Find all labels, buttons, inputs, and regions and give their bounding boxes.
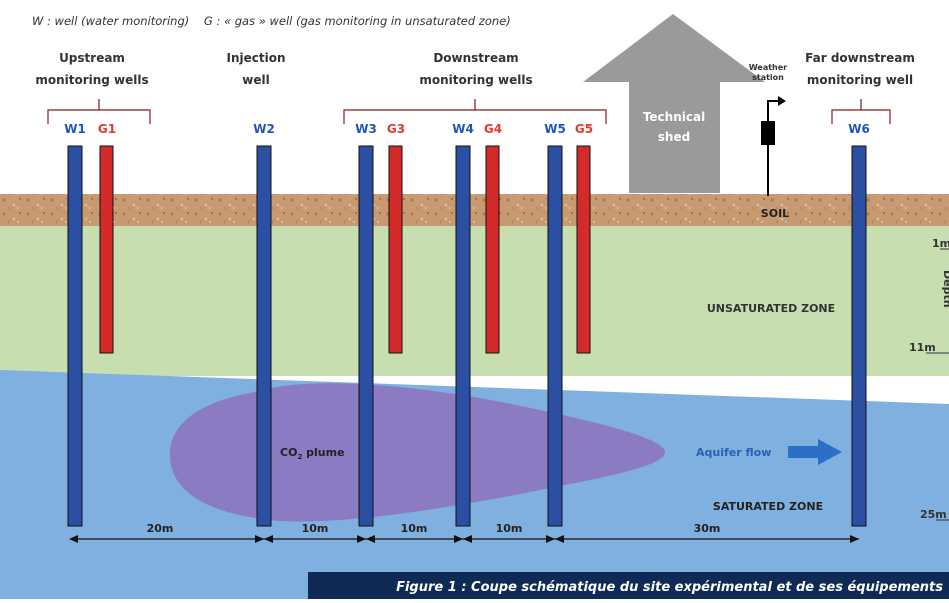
downstream-label-line1: Downstream <box>433 51 518 65</box>
distance-label-W4-W5: 10m <box>496 522 523 535</box>
far-downstream-label-line1: Far downstream <box>805 51 915 65</box>
depth-mark-11m: 11m <box>909 341 936 354</box>
co2-plume <box>169 383 665 522</box>
weather-station-label-line1: Weather <box>749 63 787 72</box>
unsaturated-zone-label: UNSATURATED ZONE <box>707 302 835 315</box>
distance-label-W3-W4: 10m <box>401 522 428 535</box>
label-W1: W1 <box>64 122 86 136</box>
unsaturated-zone <box>0 226 949 376</box>
co2-plume-subscript: 2 <box>297 453 302 461</box>
depth-mark-25m: 25m <box>920 508 947 521</box>
upstream-label-line2: monitoring wells <box>35 73 148 87</box>
figure-caption: Figure 1 : Coupe schématique du site exp… <box>396 580 943 595</box>
well-G1 <box>99 145 114 354</box>
aquifer-flow-arrow-icon <box>788 439 842 465</box>
caption-background <box>308 572 949 599</box>
upstream-bracket <box>47 99 151 124</box>
label-G5: G5 <box>575 122 593 136</box>
soil-layer <box>0 194 949 226</box>
upstream-label-line1: Upstream <box>59 51 125 65</box>
shed-label-line1: Technical <box>643 110 705 124</box>
well-W1 <box>67 145 83 527</box>
label-G3: G3 <box>387 122 405 136</box>
co2-plume-prefix: CO <box>280 446 297 459</box>
legend-text: W : well (water monitoring) G : « gas » … <box>32 14 511 28</box>
distance-label-W2-W3: 10m <box>302 522 329 535</box>
saturated-zone-label: SATURATED ZONE <box>713 500 823 513</box>
well-G4 <box>485 145 500 354</box>
label-W4: W4 <box>452 122 474 136</box>
depth-mark-1m: 1m <box>932 237 949 250</box>
well-W5 <box>547 145 563 527</box>
soil-label: SOIL <box>761 207 789 220</box>
label-G4: G4 <box>484 122 502 136</box>
well-G5 <box>576 145 591 354</box>
well-W3 <box>358 145 374 527</box>
distance-label-W5-W6: 30m <box>694 522 721 535</box>
injection-label-line2: well <box>242 73 269 87</box>
downstream-label-line2: monitoring wells <box>419 73 532 87</box>
aquifer-flow-label: Aquifer flow <box>696 446 771 459</box>
depth-axis-label: Depth <box>941 270 949 308</box>
technical-shed <box>583 14 765 193</box>
well-W6 <box>851 145 867 527</box>
weather-station-label-line2: station <box>752 73 784 82</box>
co2-plume-label: CO2 plume <box>280 446 345 461</box>
distance-label-W1-W2: 20m <box>147 522 174 535</box>
label-W6: W6 <box>848 122 870 136</box>
well-W2 <box>256 145 272 527</box>
injection-label-line1: Injection <box>226 51 285 65</box>
label-W5: W5 <box>544 122 566 136</box>
label-G1: G1 <box>98 122 116 136</box>
label-W2: W2 <box>253 122 275 136</box>
well-W4 <box>455 145 471 527</box>
far-downstream-label-line2: monitoring well <box>807 73 913 87</box>
shed-label-line2: shed <box>658 130 690 144</box>
far-downstream-bracket <box>831 99 891 124</box>
co2-plume-suffix: plume <box>302 446 344 459</box>
label-W3: W3 <box>355 122 377 136</box>
downstream-bracket <box>343 99 607 124</box>
weather-station-icon <box>761 96 786 196</box>
well-G3 <box>388 145 403 354</box>
